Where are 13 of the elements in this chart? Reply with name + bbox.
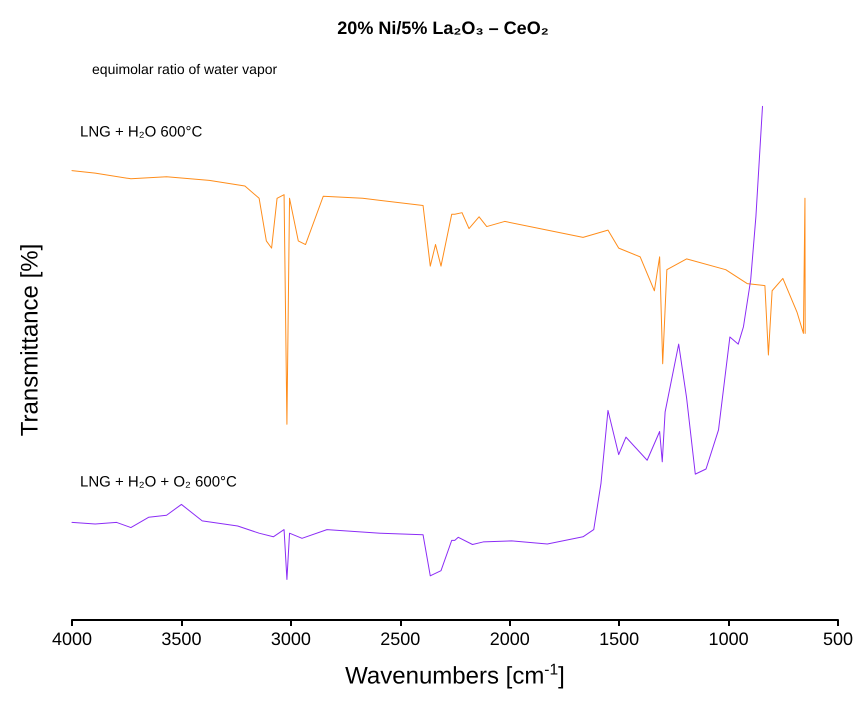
- text: LNG + H₂O + O₂ 600°C: [80, 473, 238, 490]
- x-tick-label: 3000: [270, 629, 311, 649]
- x-tick-label: 4000: [52, 629, 92, 649]
- text: LNG + H₂O 600°C: [80, 124, 202, 141]
- chart-title: 20% Ni/5% La₂O₃ – CeO₂: [337, 18, 549, 38]
- x-tick-label: 2000: [490, 629, 530, 649]
- x-tick-label: 1000: [708, 629, 749, 649]
- x-tick-label: 1500: [599, 629, 640, 649]
- text: equimolar ratio of water vapor: [92, 61, 278, 77]
- x-tick-label: 2500: [380, 629, 420, 649]
- y-axis-title: Transmittance [%]: [16, 244, 44, 436]
- x-tick-label: 3500: [161, 629, 202, 649]
- x-tick-label: 500: [822, 629, 854, 649]
